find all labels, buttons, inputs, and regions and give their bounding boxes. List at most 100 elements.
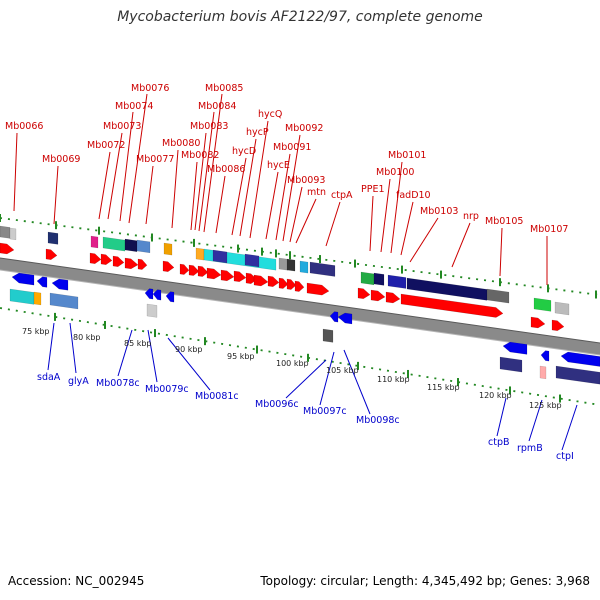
gene-label-ctpI[interactable]: ctpI — [556, 451, 574, 462]
gene-label-Mb0069[interactable]: Mb0069 — [42, 154, 80, 165]
label-leader — [194, 132, 207, 231]
map-title: Mycobacterium bovis AF2122/97, complete … — [117, 9, 483, 25]
gene-block — [322, 328, 334, 343]
gene-label-Mb0079c[interactable]: Mb0079c — [145, 384, 189, 395]
ruler-ticks — [0, 214, 597, 403]
gene-block — [163, 242, 173, 256]
gene-arrow — [540, 350, 550, 362]
gene-arrow — [51, 278, 69, 291]
gene-arrow — [329, 311, 339, 323]
label-leader — [319, 351, 335, 406]
tick-label: 115 kbp — [427, 383, 460, 392]
gene-label-rpmB[interactable]: rpmB — [517, 443, 543, 454]
gene-label-Mb0083[interactable]: Mb0083 — [190, 121, 228, 132]
gene-label-Mb0073[interactable]: Mb0073 — [103, 121, 141, 132]
gene-label-Mb0092[interactable]: Mb0092 — [285, 123, 323, 134]
genome-backbone-edge — [0, 269, 600, 356]
gene-arrow — [286, 278, 297, 290]
gene-arrow — [112, 255, 125, 267]
tick-label: 110 kbp — [377, 375, 410, 384]
gene-block — [47, 231, 59, 245]
gene-label-Mb0100[interactable]: Mb0100 — [376, 167, 414, 178]
gene-arrow — [137, 258, 148, 270]
gene-label-ctpB[interactable]: ctpB — [488, 437, 510, 448]
tick-label: 90 kbp — [175, 345, 203, 354]
label-leader — [231, 157, 247, 236]
gene-arrow — [206, 267, 222, 280]
gene-label-Mb0072[interactable]: Mb0072 — [87, 140, 125, 151]
gene-block — [146, 303, 158, 318]
gene-label-Mb0086[interactable]: Mb0086 — [207, 164, 245, 175]
label-leader — [400, 201, 414, 256]
gene-label-ctpA[interactable]: ctpA — [331, 190, 353, 201]
gene-label-sdaA[interactable]: sdaA — [37, 372, 61, 383]
gene-block — [9, 227, 17, 241]
gene-arrow — [253, 274, 269, 287]
tick-label: 125 kbp — [529, 401, 562, 410]
gene-label-Mb0091[interactable]: Mb0091 — [273, 142, 311, 153]
gene-label-Mb0082[interactable]: Mb0082 — [181, 150, 219, 161]
gene-label-Mb0097c[interactable]: Mb0097c — [303, 406, 347, 417]
gene-block — [33, 291, 42, 306]
gene-label-PPE1[interactable]: PPE1 — [361, 184, 385, 195]
label-leader — [380, 178, 391, 253]
gene-label-Mb0081c[interactable]: Mb0081c — [195, 391, 239, 402]
gene-block — [49, 292, 79, 310]
gene-block — [0, 225, 11, 239]
gene-block — [555, 365, 600, 385]
gene-label-glyA[interactable]: glyA — [68, 376, 89, 387]
gene-block — [244, 253, 260, 268]
gene-arrow — [220, 269, 235, 282]
gene-label-Mb0107[interactable]: Mb0107 — [530, 224, 568, 235]
gene-label-Mb0096c[interactable]: Mb0096c — [255, 399, 299, 410]
label-leader — [285, 359, 327, 399]
gene-label-Mb0105[interactable]: Mb0105 — [485, 216, 523, 227]
gene-label-Mb0066[interactable]: Mb0066 — [5, 121, 43, 132]
gene-label-Mb0085[interactable]: Mb0085 — [205, 83, 243, 94]
gene-label-mtn[interactable]: mtn — [307, 187, 326, 198]
gene-arrow — [278, 277, 289, 289]
gene-label-Mb0098c[interactable]: Mb0098c — [356, 415, 400, 426]
gene-block — [309, 261, 336, 277]
label-leader — [171, 149, 179, 229]
label-leader — [275, 153, 291, 241]
gene-label-Mb0078c[interactable]: Mb0078c — [96, 378, 140, 389]
label-leader — [203, 93, 223, 233]
gene-label-hycQ[interactable]: hycQ — [258, 109, 282, 120]
gene-label-Mb0076[interactable]: Mb0076 — [131, 83, 169, 94]
gene-arrow — [267, 275, 280, 287]
gene-arrow — [337, 312, 353, 325]
gene-block — [360, 271, 375, 286]
gene-label-hycD[interactable]: hycD — [232, 146, 256, 157]
label-leader — [295, 198, 317, 244]
label-leader — [167, 337, 211, 391]
tick-label: 105 kbp — [326, 366, 359, 375]
gene-block — [406, 277, 488, 301]
gene-label-Mb0101[interactable]: Mb0101 — [388, 150, 426, 161]
gene-arrow — [294, 280, 305, 292]
label-leader — [198, 111, 215, 232]
label-leader — [119, 111, 134, 222]
label-leader — [289, 186, 303, 243]
gene-label-Mb0093[interactable]: Mb0093 — [287, 175, 325, 186]
gene-label-Mb0077[interactable]: Mb0077 — [136, 154, 174, 165]
gene-arrow — [0, 242, 15, 255]
label-leader — [325, 201, 341, 247]
gene-arrow — [144, 288, 154, 300]
gene-label-hycP[interactable]: hycP — [246, 127, 269, 138]
gene-label-Mb0080[interactable]: Mb0080 — [162, 138, 200, 149]
label-leader — [69, 322, 77, 374]
gene-label-hycE[interactable]: hycE — [267, 160, 290, 171]
label-leader — [98, 151, 111, 220]
tick-label: 120 kbp — [479, 391, 512, 400]
gene-label-nrp[interactable]: nrp — [463, 211, 479, 222]
gene-arrow — [502, 341, 528, 355]
gene-label-Mb0084[interactable]: Mb0084 — [198, 101, 236, 112]
gene-label-Mb0074[interactable]: Mb0074 — [115, 101, 153, 112]
gene-label-Mb0103[interactable]: Mb0103 — [420, 206, 458, 217]
label-leader — [239, 138, 257, 237]
forward-labels: Mb0066 Mb0069 Mb0072 Mb0073 Mb0074 Mb007… — [5, 83, 568, 235]
gene-label-fadD10[interactable]: fadD10 — [396, 190, 431, 201]
genome-backbone — [0, 258, 600, 355]
